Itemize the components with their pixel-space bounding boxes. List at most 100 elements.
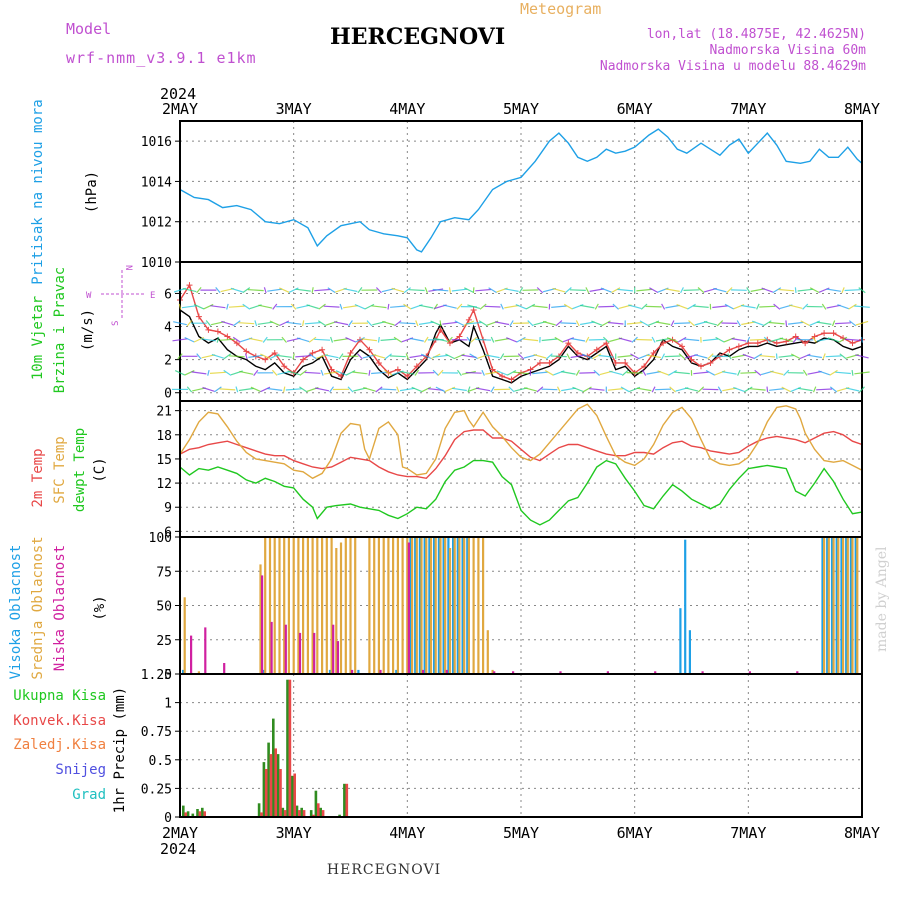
high-cloud-title: Visoka Oblacnost	[8, 545, 24, 680]
wind-arrow	[756, 303, 760, 310]
wind-arrow	[408, 289, 425, 292]
wind-arrow	[844, 338, 861, 341]
bar	[351, 669, 354, 674]
bar	[448, 548, 452, 674]
model-name: wrf-nmm_v3.9.1 e1km	[66, 49, 257, 67]
wind-arrow	[323, 305, 340, 308]
bar	[387, 537, 390, 674]
wind-arrow	[260, 353, 271, 360]
wind-arrow	[414, 369, 420, 376]
wind-arrow	[651, 386, 656, 393]
x-tick-label-bottom: 7MAY	[730, 824, 766, 842]
bar	[273, 537, 276, 674]
wind-arrow	[472, 287, 475, 293]
wind-arrow	[687, 303, 696, 310]
wind-arrow	[826, 304, 841, 309]
bar	[261, 575, 264, 674]
wind-arrow	[726, 287, 733, 294]
wind-arrow	[570, 354, 586, 359]
y-tick-label: 1016	[141, 135, 172, 150]
wind-arrow	[533, 354, 547, 359]
wind-arrow	[835, 371, 851, 375]
wind-arrow	[788, 321, 804, 325]
gust-marker	[489, 366, 496, 373]
bar	[357, 669, 360, 674]
wind-arrow	[452, 387, 467, 392]
wind-arrow	[290, 303, 297, 310]
y-tick-label: 12	[156, 477, 172, 492]
y-tick-label: 9	[164, 501, 172, 516]
page-title: HERCEGNOVI	[330, 24, 505, 50]
bar	[349, 537, 352, 674]
bar	[467, 537, 470, 674]
wind-arrow	[250, 386, 261, 393]
bar	[281, 807, 285, 817]
wind-arrow	[580, 304, 595, 309]
wind-arrow	[421, 386, 432, 393]
wind-arrow	[676, 304, 688, 310]
gust-marker	[205, 326, 212, 333]
wind-arrow	[306, 304, 319, 310]
bar	[186, 811, 190, 817]
x-tick-label-top: 7MAY	[730, 100, 766, 118]
wind-arrow	[193, 303, 205, 310]
gust-marker	[243, 348, 250, 355]
bar	[354, 537, 357, 674]
wind-arrow	[541, 388, 558, 391]
wind-arrow	[228, 355, 245, 358]
wind-arrow	[722, 387, 737, 392]
bar	[835, 537, 838, 674]
wind-arrow	[500, 303, 504, 310]
gust-marker	[735, 343, 742, 350]
wind-arrow	[661, 303, 666, 310]
wind-arrow	[617, 354, 633, 358]
bar	[288, 679, 292, 817]
bar	[298, 632, 302, 674]
wind-arrow	[552, 287, 566, 293]
wind-arrow	[324, 354, 339, 359]
wind-arrow	[292, 353, 295, 360]
wind-arrow	[626, 321, 643, 325]
wind-arrow	[354, 303, 366, 310]
wind-arrow	[575, 369, 580, 376]
wind-arrow	[409, 337, 424, 342]
bar	[309, 810, 313, 817]
wind-arrow	[518, 287, 524, 294]
wind-arrow	[485, 354, 500, 359]
gust-marker	[347, 350, 354, 357]
wind-arrow	[258, 304, 273, 309]
gust-marker	[281, 363, 288, 370]
wind-arrow	[655, 321, 671, 326]
wind-arrow	[788, 304, 803, 309]
wind-arrow	[423, 336, 429, 343]
wind-arrow	[281, 336, 287, 343]
wind-arrow	[513, 371, 529, 375]
wind-arrow	[581, 353, 593, 359]
bar	[461, 537, 464, 674]
bar	[344, 537, 347, 674]
y-tick-label: 1010	[141, 256, 172, 271]
wind-arrow	[560, 322, 577, 325]
wind-arrow	[348, 320, 353, 327]
wind-arrow	[607, 388, 624, 391]
gust-marker	[688, 356, 695, 363]
wind-arrow	[279, 320, 290, 327]
bar	[343, 783, 346, 817]
gust-marker	[186, 282, 193, 289]
gust-marker	[650, 350, 657, 357]
bar	[559, 671, 562, 674]
bar	[287, 537, 290, 674]
bar	[264, 769, 268, 817]
wind-arrow	[515, 304, 527, 310]
wind-arrow	[839, 353, 847, 360]
bar	[328, 669, 332, 674]
wind-arrow	[506, 337, 518, 343]
wind-arrow	[411, 386, 423, 393]
bar	[456, 537, 459, 674]
x-tick-label-top: 6MAY	[617, 100, 653, 118]
wind-arrow	[674, 371, 690, 375]
wind-arrow	[345, 337, 356, 343]
bar	[415, 537, 418, 674]
wind-arrow	[702, 338, 719, 342]
bar	[845, 537, 848, 674]
